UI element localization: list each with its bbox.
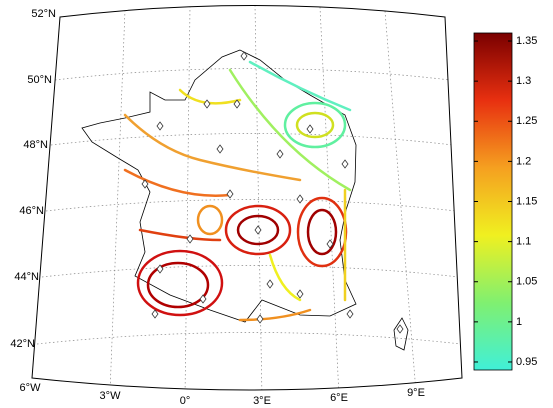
map-area: 52°N 50°N 48°N 46°N 44°N 42°N 6°W 3°W 0° 3°E 6°E 9… bbox=[10, 5, 463, 407]
lon-label: 3°W bbox=[100, 390, 122, 402]
colorbar-tick-label: 1.1 bbox=[516, 236, 531, 248]
lon-label: 3°E bbox=[253, 395, 271, 407]
map-frame bbox=[31, 5, 463, 391]
longitude-labels: 6°W 3°W 0° 3°E 6°E 9°E bbox=[20, 382, 425, 407]
lat-label: 42°N bbox=[10, 338, 35, 350]
lat-label: 46°N bbox=[19, 205, 44, 217]
lon-label: 6°W bbox=[20, 382, 42, 394]
colorbar-gradient bbox=[473, 32, 513, 371]
lat-label: 50°N bbox=[27, 74, 52, 86]
lat-label: 44°N bbox=[14, 271, 39, 283]
lat-label: 52°N bbox=[31, 8, 56, 20]
lon-label: 0° bbox=[180, 395, 191, 407]
contours bbox=[123, 60, 352, 322]
colorbar-tick-label: 1.35 bbox=[516, 35, 537, 47]
latitude-labels: 52°N 50°N 48°N 46°N 44°N 42°N bbox=[10, 8, 56, 350]
lat-label: 48°N bbox=[23, 139, 48, 151]
colorbar-tick-label: 1.2 bbox=[516, 155, 531, 167]
colorbar-tick-label: 1.05 bbox=[516, 276, 537, 288]
stations bbox=[141, 51, 404, 334]
colorbar-tick-label: 1.25 bbox=[516, 115, 537, 127]
corsica-outline bbox=[393, 317, 409, 351]
graticule bbox=[36, 5, 462, 390]
lon-label: 6°E bbox=[330, 392, 348, 404]
france-outline bbox=[81, 49, 357, 323]
colorbar-tick-label: 1.3 bbox=[516, 75, 531, 87]
colorbar-tick-label: 0.95 bbox=[516, 356, 537, 368]
lon-label: 9°E bbox=[407, 387, 425, 399]
colorbar: 0.95 1 1.05 1.1 1.15 1.2 1.25 1.3 1.35 bbox=[473, 32, 537, 371]
colorbar-tick-label: 1 bbox=[516, 316, 522, 328]
colorbar-tick-label: 1.15 bbox=[516, 195, 537, 207]
